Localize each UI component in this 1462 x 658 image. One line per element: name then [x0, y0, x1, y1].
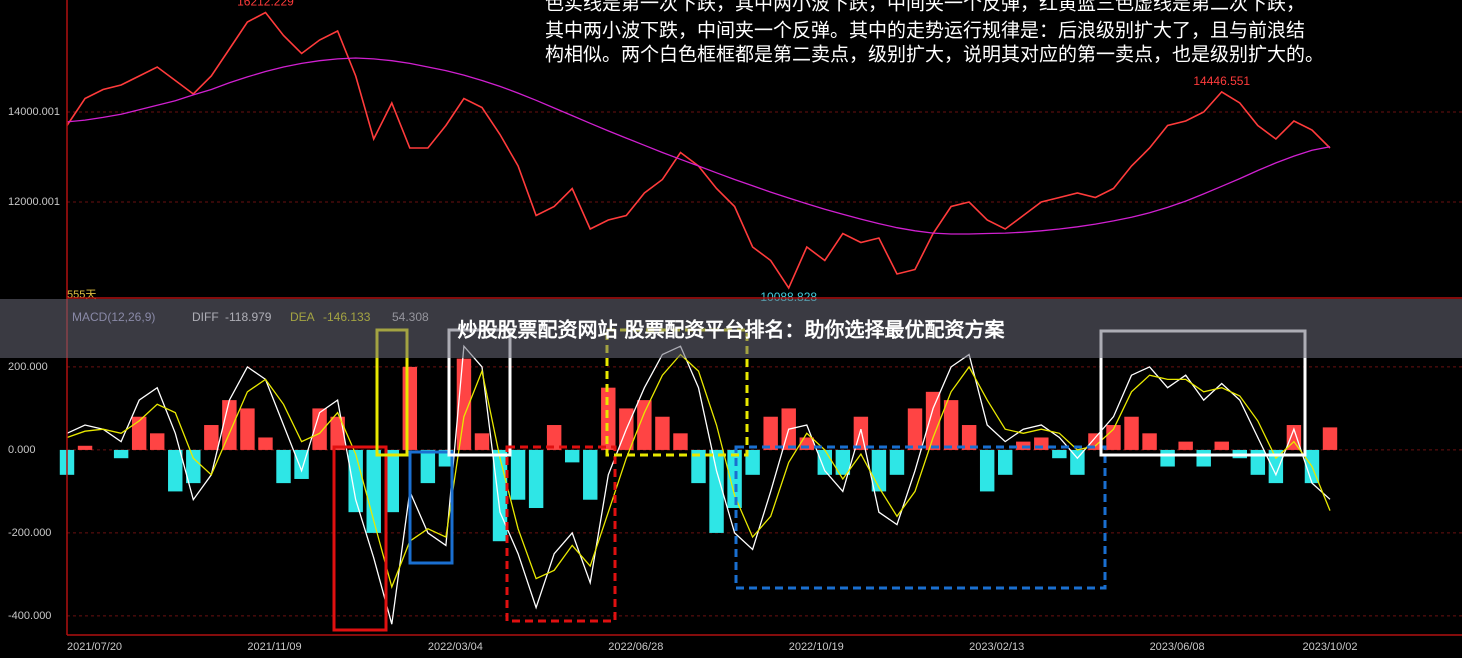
macd-bar: [1196, 449, 1211, 467]
price-extreme-label: 14446.551: [1193, 74, 1250, 88]
red-dashed-box: [505, 445, 617, 623]
macd-bar: [222, 400, 237, 450]
macd-bar: [925, 391, 941, 450]
y-tick-label: -200.000: [8, 527, 51, 539]
macd-bar: [1070, 449, 1085, 475]
y-tick-label: 0.000: [8, 444, 36, 456]
x-tick-label: 2023/10/02: [1302, 641, 1357, 653]
x-tick-label: 2021/07/20: [67, 641, 122, 653]
macd-bar: [637, 400, 652, 450]
macd-bar: [1106, 425, 1121, 450]
macd-bar: [546, 425, 562, 450]
macd-bar: [312, 408, 327, 450]
annotation-line: 色实线是第一次下跌，其中两小波下跌，中间夹一个反弹，红黄蓝三色虚线是第二次下跌，: [545, 0, 1305, 15]
macd-bar: [258, 437, 273, 450]
y-tick-label: -400.000: [8, 610, 51, 622]
red-box: [332, 445, 388, 632]
macd-bar: [691, 449, 706, 484]
macd-bar: [1268, 449, 1284, 484]
macd-bar: [835, 449, 851, 475]
macd-bar: [240, 408, 255, 450]
x-tick-label: 2022/06/28: [608, 641, 663, 653]
macd-bar: [745, 449, 760, 475]
macd-line: [66, 344, 1331, 625]
macd-bar: [77, 445, 93, 450]
x-tick-label: 2023/02/13: [969, 641, 1024, 653]
macd-bar: [907, 408, 923, 450]
macd-bar: [871, 449, 887, 492]
macd-bar: [330, 416, 345, 450]
macd-bar: [474, 433, 490, 450]
macd-bar: [492, 449, 508, 542]
macd-bar: [709, 449, 724, 533]
macd-bar: [402, 366, 418, 450]
macd-bar: [384, 449, 399, 513]
banner-title: 炒股股票配资网站 股票配资平台排名：助你选择最优配资方案: [458, 318, 1006, 342]
macd-bar: [113, 449, 129, 459]
macd-bar: [1286, 425, 1302, 450]
macd-bar: [1178, 441, 1193, 450]
y-tick-label: 200.000: [8, 361, 48, 373]
macd-bar: [420, 449, 436, 484]
banner-strip: [0, 299, 1462, 358]
macd-bar: [601, 387, 616, 450]
macd-bar: [528, 449, 544, 509]
macd-bar: [564, 449, 580, 463]
macd-bar: [889, 449, 905, 475]
macd-bar: [673, 433, 688, 450]
annotation-line: 构相似。两个白色框框都是第二卖点，级别扩大，说明其对应的第一卖点，也是级别扩大的…: [545, 44, 1324, 66]
macd-bar: [979, 449, 995, 492]
macd-bar: [149, 433, 165, 450]
macd-bar: [655, 416, 670, 450]
macd-bar: [348, 449, 363, 513]
x-tick-label: 2022/10/19: [789, 641, 844, 653]
macd-bar: [943, 400, 959, 450]
moving-average: [66, 57, 1331, 235]
macd-bar: [1142, 433, 1157, 450]
macd-bar: [276, 449, 291, 484]
x-tick-label: 2023/06/08: [1150, 641, 1205, 653]
macd-bar: [961, 425, 977, 450]
macd-bar: [510, 449, 526, 500]
blue-box: [408, 450, 454, 565]
macd-bar: [998, 449, 1013, 475]
x-tick-label: 2021/11/09: [247, 641, 301, 653]
macd-bar: [1160, 449, 1175, 467]
x-tick-label: 2022/03/04: [428, 641, 483, 653]
macd-bar: [1052, 449, 1067, 459]
macd-bar: [583, 449, 598, 500]
macd-line: [66, 353, 1331, 589]
blue-dashed-box: [734, 445, 1107, 590]
macd-bar: [1214, 441, 1229, 450]
macd-bar: [763, 416, 778, 450]
macd-bar: [366, 449, 381, 533]
macd-bar: [1124, 416, 1139, 450]
macd-bar: [168, 449, 183, 492]
y-tick-label: 12000.001: [8, 196, 60, 208]
annotation-line: 其中两小波下跌，中间夹一个反弹。其中的走势运行规律是：后浪级别扩大了，且与前浪结: [545, 20, 1305, 42]
macd-bar: [204, 425, 219, 450]
y-tick-label: 14000.001: [8, 106, 60, 118]
macd-bar: [131, 416, 147, 450]
macd-bar: [1322, 427, 1338, 450]
price-extreme-label: 16212.229: [237, 0, 294, 9]
macd-bar: [186, 449, 201, 484]
